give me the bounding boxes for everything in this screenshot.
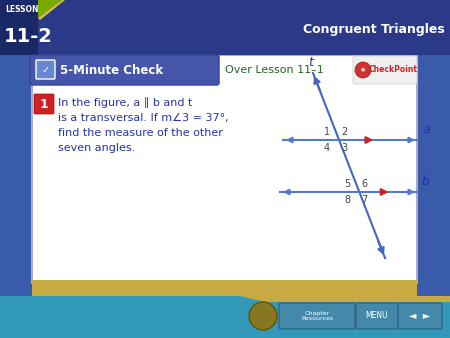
- Text: t: t: [309, 56, 314, 69]
- Text: 2: 2: [341, 127, 347, 137]
- Text: 4: 4: [324, 143, 330, 153]
- Text: a: a: [422, 123, 430, 136]
- Text: find the measure of the other: find the measure of the other: [58, 128, 223, 138]
- FancyBboxPatch shape: [0, 0, 450, 55]
- Text: 11-2: 11-2: [4, 27, 53, 46]
- Text: 8: 8: [344, 195, 350, 205]
- FancyBboxPatch shape: [32, 280, 417, 296]
- Text: 1: 1: [40, 97, 49, 111]
- Text: 5-Minute Check: 5-Minute Check: [60, 64, 163, 76]
- Circle shape: [249, 302, 277, 330]
- FancyBboxPatch shape: [353, 56, 417, 84]
- Text: ◄  ►: ◄ ►: [410, 311, 431, 321]
- Text: ★: ★: [360, 67, 366, 73]
- FancyBboxPatch shape: [36, 60, 55, 79]
- Text: 5: 5: [344, 179, 350, 189]
- Text: b: b: [422, 175, 430, 188]
- Text: 6: 6: [361, 179, 368, 189]
- Text: CheckPoint: CheckPoint: [369, 66, 418, 74]
- FancyBboxPatch shape: [356, 303, 398, 329]
- Polygon shape: [240, 296, 450, 302]
- Text: is a transversal. If m∠3 = 37°,: is a transversal. If m∠3 = 37°,: [58, 113, 229, 123]
- FancyBboxPatch shape: [398, 303, 442, 329]
- Text: MENU: MENU: [366, 312, 388, 320]
- Polygon shape: [38, 0, 65, 20]
- Text: Over Lesson 11–1: Over Lesson 11–1: [225, 65, 324, 75]
- Text: Chapter
Resources: Chapter Resources: [301, 311, 333, 321]
- FancyBboxPatch shape: [279, 303, 355, 329]
- Polygon shape: [38, 0, 62, 18]
- Circle shape: [355, 62, 371, 78]
- Text: In the figure, a ∥ b and t: In the figure, a ∥ b and t: [58, 98, 193, 108]
- FancyBboxPatch shape: [34, 94, 54, 114]
- Text: 1: 1: [324, 127, 330, 137]
- Text: seven angles.: seven angles.: [58, 143, 135, 153]
- Text: LESSON: LESSON: [5, 5, 39, 14]
- FancyBboxPatch shape: [30, 55, 219, 85]
- Text: 7: 7: [361, 195, 368, 205]
- Text: 3: 3: [341, 143, 347, 153]
- FancyBboxPatch shape: [0, 296, 450, 338]
- FancyBboxPatch shape: [32, 55, 417, 283]
- Polygon shape: [0, 0, 38, 55]
- Text: ✓: ✓: [41, 65, 50, 74]
- Text: Congruent Triangles: Congruent Triangles: [303, 24, 445, 37]
